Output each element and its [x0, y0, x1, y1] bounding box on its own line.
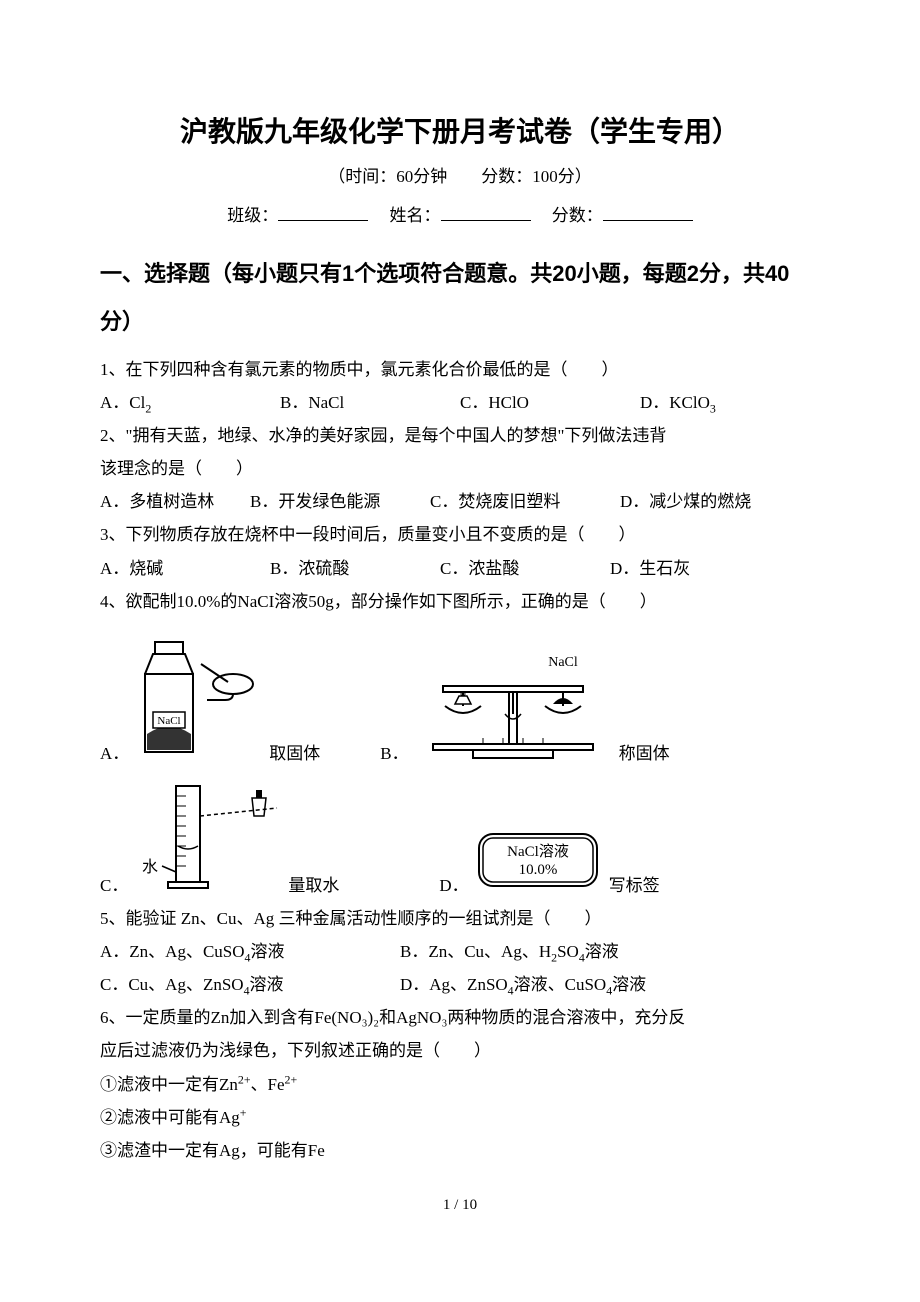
q6-line1: ①滤液中一定有Zn2+、Fe2+ [100, 1068, 820, 1101]
blank-class[interactable] [278, 203, 368, 221]
q4-stem: 4、欲配制10.0%的NaCI溶液50g，部分操作如下图所示，正确的是（ ） [100, 585, 820, 618]
q4-opt-d: D． NaCl溶液 10.0% 写标签 [439, 826, 659, 896]
q5-opt-d: D．Ag、ZnSO4溶液、CuSO4溶液 [400, 968, 646, 1001]
q2-opt-b: B．开发绿色能源 [250, 485, 430, 518]
q5-options-row2: C．Cu、Ag、ZnSO4溶液 D．Ag、ZnSO4溶液、CuSO4溶液 [100, 968, 820, 1001]
q4-d-caption: 写标签 [609, 871, 660, 896]
info-line: 班级： 姓名： 分数： [100, 201, 820, 226]
water-label: 水 [142, 858, 158, 876]
balance-scale-icon: NaCl [413, 654, 613, 764]
bottle-spoon-icon: NaCl [133, 624, 263, 764]
q6-stem-2: 应后过滤液仍为浅绿色，下列叙述正确的是（ ） [100, 1034, 820, 1067]
q3-opt-d: D．生石灰 [610, 552, 690, 585]
q6-line2: ②滤液中可能有Ag+ [100, 1101, 820, 1134]
q6-line3: ③滤渣中一定有Ag，可能有Fe [100, 1134, 820, 1167]
q2-opt-c: C．焚烧废旧塑料 [430, 485, 620, 518]
q3-options: A．烧碱 B．浓硫酸 C．浓盐酸 D．生石灰 [100, 552, 820, 585]
q5-opt-a: A．Zn、Ag、CuSO4溶液 [100, 935, 400, 968]
q4-b-caption: 称固体 [619, 739, 670, 764]
label-name: 姓名： [390, 206, 441, 225]
label-score: 分数： [552, 206, 603, 225]
q4-c-caption: 量取水 [288, 871, 339, 896]
q2-options: A．多植树造林 B．开发绿色能源 C．焚烧废旧塑料 D．减少煤的燃烧 [100, 485, 820, 518]
q4-c-label: C． [100, 871, 128, 896]
q5-options-row1: A．Zn、Ag、CuSO4溶液 B．Zn、Cu、Ag、H2SO4溶液 [100, 935, 820, 968]
time-score: （时间：60分钟 分数：100分） [100, 162, 820, 187]
doc-title: 沪教版九年级化学下册月考试卷（学生专用） [100, 110, 820, 150]
q4-a-caption: 取固体 [269, 739, 320, 764]
q4-opt-a: A． NaCl 取固体 [100, 624, 320, 764]
label-class: 班级： [227, 206, 278, 225]
q6-stem-1: 6、一定质量的Zn加入到含有Fe(NO₃)₂和AgNO₃两种物质的混合溶液中，充… [100, 1001, 820, 1034]
q2-stem-2: 该理念的是（ ） [100, 452, 820, 485]
q1-options: A．Cl2 B．NaCl C．HClO D．KClO3 [100, 386, 820, 419]
graduated-cylinder-icon: 水 [132, 776, 282, 896]
q4-opt-b: B． NaCl [380, 654, 669, 764]
label-line2: 10.0% [518, 862, 557, 878]
bottle-label: NaCl [158, 715, 181, 727]
q3-opt-c: C．浓盐酸 [440, 552, 610, 585]
section1-heading: 一、选择题（每小题只有1个选项符合题意。共20小题，每题2分，共40分） [100, 250, 820, 347]
q3-opt-b: B．浓硫酸 [270, 552, 440, 585]
q1-opt-c: C．HClO [460, 386, 640, 419]
q3-stem: 3、下列物质存放在烧杯中一段时间后，质量变小且不变质的是（ ） [100, 518, 820, 551]
q4-a-label: A． [100, 739, 129, 764]
q5-opt-c: C．Cu、Ag、ZnSO4溶液 [100, 968, 400, 1001]
q4-opt-c: C． 水 [100, 776, 339, 896]
q4-d-label: D． [439, 871, 468, 896]
blank-name[interactable] [441, 203, 531, 221]
label-tag-icon: NaCl溶液 10.0% [473, 826, 603, 896]
q5-stem: 5、能验证 Zn、Cu、Ag 三种金属活动性顺序的一组试剂是（ ） [100, 902, 820, 935]
q1-opt-d: D．KClO3 [640, 386, 716, 419]
q1-stem: 1、在下列四种含有氯元素的物质中，氯元素化合价最低的是（ ） [100, 353, 820, 386]
nacl-label: NaCl [548, 655, 578, 670]
q2-opt-a: A．多植树造林 [100, 485, 250, 518]
q5-opt-b: B．Zn、Cu、Ag、H2SO4溶液 [400, 935, 619, 968]
q4-b-label: B． [380, 739, 408, 764]
q3-opt-a: A．烧碱 [100, 552, 270, 585]
q2-stem-1: 2、"拥有天蓝，地绿、水净的美好家园，是每个中国人的梦想"下列做法违背 [100, 419, 820, 452]
q1-opt-b: B．NaCl [280, 386, 460, 419]
q1-opt-a: A．Cl2 [100, 386, 280, 419]
page-footer: 1 / 10 [100, 1197, 820, 1214]
blank-score[interactable] [603, 203, 693, 221]
label-line1: NaCl溶液 [507, 843, 569, 860]
q2-opt-d: D．减少煤的燃烧 [620, 485, 751, 518]
